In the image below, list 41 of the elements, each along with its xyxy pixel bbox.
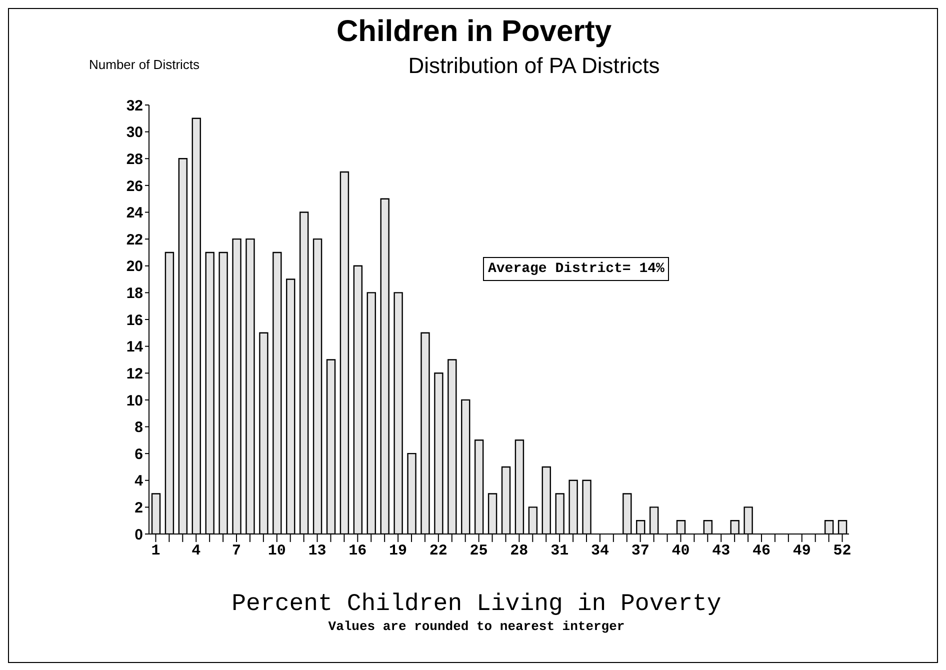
- y-tick-label: 2: [134, 500, 143, 517]
- y-tick-label: 20: [126, 258, 143, 276]
- x-tick-label: 46: [752, 542, 771, 560]
- y-tick-label: 24: [126, 204, 144, 222]
- x-tick-label: 7: [232, 542, 242, 560]
- x-tick-label: 16: [348, 542, 367, 560]
- y-axis-title: Number of Districts: [89, 57, 200, 72]
- x-tick-label: 1: [151, 542, 160, 560]
- y-tick-label: 32: [126, 97, 143, 114]
- x-tick-label: 49: [792, 542, 811, 560]
- x-axis-title: Percent Children Living in Poverty: [230, 591, 722, 618]
- y-tick-label: 18: [126, 285, 143, 302]
- x-tick-label: 40: [672, 542, 690, 560]
- y-tick-label: 4: [134, 472, 144, 490]
- x-tick-label: 31: [550, 542, 569, 560]
- y-tick-label: 12: [126, 365, 143, 382]
- x-tick-label: 52: [833, 542, 852, 560]
- chart-subtitle: Distribution of PA Districts: [408, 53, 660, 78]
- y-tick-label: 22: [126, 231, 143, 248]
- x-tick-label: 43: [712, 542, 730, 560]
- x-tick-label: 19: [389, 542, 408, 560]
- x-tick-label: 25: [470, 542, 488, 560]
- y-tick-label: 6: [134, 446, 143, 463]
- y-tick-label: 30: [126, 124, 143, 142]
- y-tick-label: 28: [126, 150, 143, 168]
- y-tick-label: 0: [134, 526, 143, 544]
- x-tick-label: 28: [510, 542, 528, 560]
- x-tick-label: 13: [308, 542, 326, 560]
- x-tick-label: 4: [192, 542, 201, 560]
- x-tick-label: 34: [590, 542, 609, 560]
- text: Values are rounded to nearest interger: [327, 619, 626, 634]
- annotation: Average District= 14%: [483, 257, 670, 281]
- x-tick-label: 22: [429, 542, 448, 560]
- x-tick-label: 37: [631, 542, 650, 560]
- x-tick-label: 10: [268, 542, 286, 560]
- y-tick-label: 16: [126, 312, 143, 329]
- y-tick-label: 26: [126, 178, 143, 195]
- y-tick-label: 10: [126, 392, 143, 410]
- chart-title: Children in Poverty: [335, 15, 613, 49]
- y-tick-label: 14: [126, 338, 144, 356]
- y-tick-label: 8: [134, 419, 143, 436]
